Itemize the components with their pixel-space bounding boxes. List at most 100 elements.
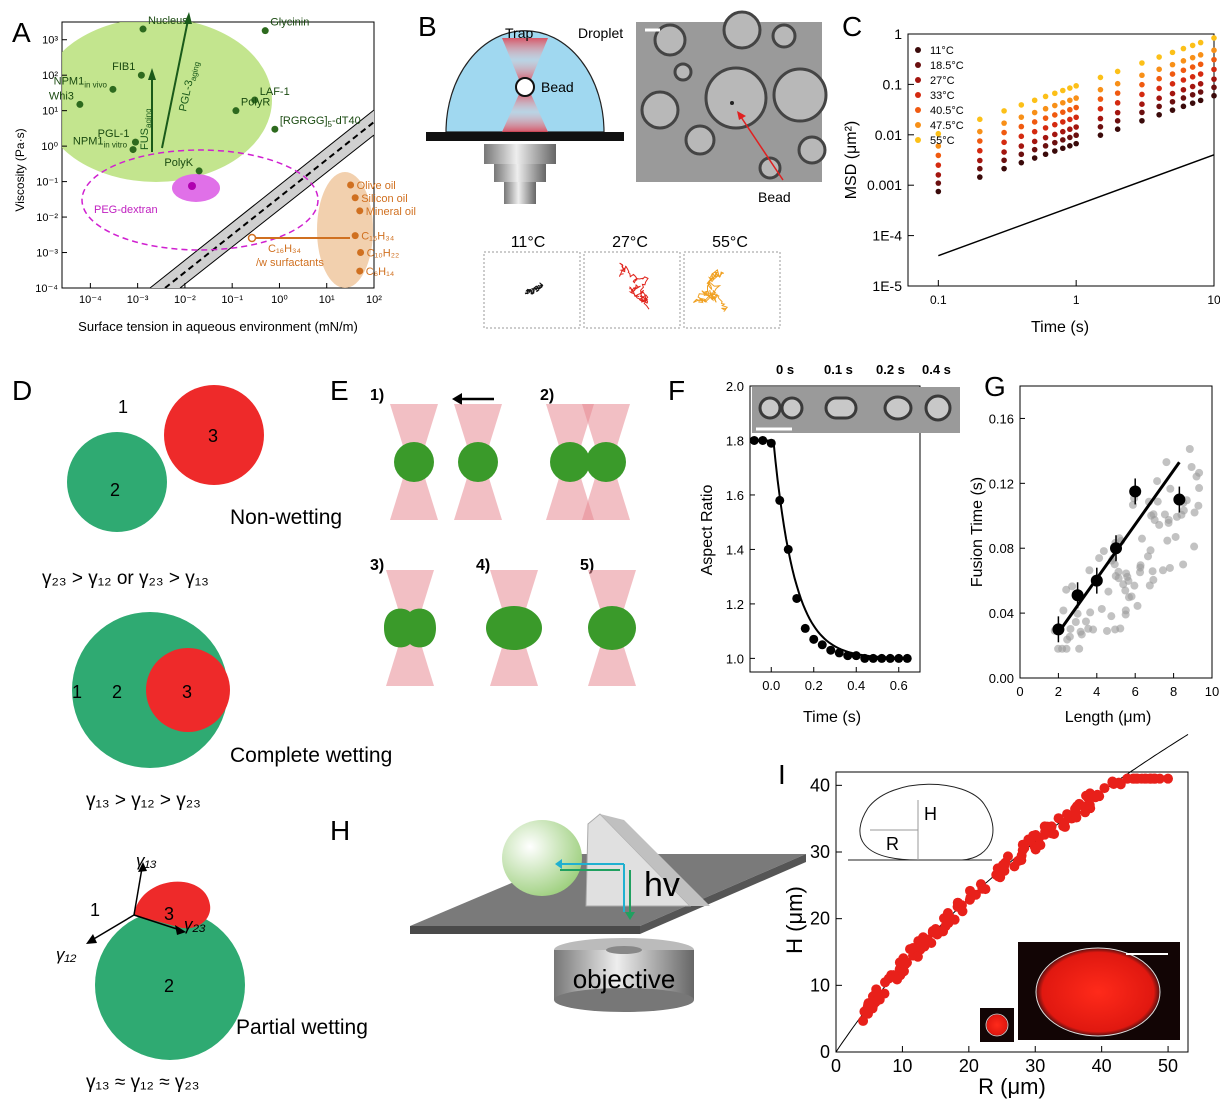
condensate-point xyxy=(76,100,84,108)
phase-3-label: 3 xyxy=(182,682,192,702)
phase-2-label: 2 xyxy=(110,480,120,500)
panel-i-ylabel: H (μm) xyxy=(782,886,807,954)
aspect-ratio-point xyxy=(894,653,904,663)
inset-h-label: H xyxy=(924,804,937,824)
a-ytick: 10³ xyxy=(42,35,58,47)
droplet-point xyxy=(1002,851,1013,862)
msd-point xyxy=(1197,80,1204,87)
condensate-label: PolyK xyxy=(164,157,193,169)
panel-f-chart: 0 s 0.1 s 0.2 s 0.4 s 0.0 0.2 0.4 0.6 1.0 1.2… xyxy=(699,362,960,726)
oil-label: C₁₀H₂₂ xyxy=(367,248,400,260)
msd-point xyxy=(1067,143,1073,149)
traj-label-27: 27°C xyxy=(612,234,648,251)
msd-point xyxy=(1031,146,1038,153)
fusion-point xyxy=(1076,627,1085,636)
oil-point xyxy=(351,232,359,240)
msd-point xyxy=(1052,139,1058,146)
phase-2-label: 2 xyxy=(164,976,174,996)
binned-point xyxy=(1110,542,1122,555)
fusion-point xyxy=(1121,586,1130,595)
msd-point xyxy=(1189,64,1196,70)
fusion-point xyxy=(1103,626,1112,635)
i-ytick: 20 xyxy=(810,909,830,929)
droplet-point xyxy=(872,994,883,1005)
msd-point xyxy=(1114,118,1121,124)
msd-point xyxy=(1060,109,1066,115)
msd-point xyxy=(1060,128,1066,135)
panel-a-xlabel: Surface tension in aqueous environment (… xyxy=(78,319,358,334)
g-ytick: 0.04 xyxy=(989,606,1014,621)
i-xtick: 50 xyxy=(1158,1056,1178,1076)
msd-point xyxy=(1169,90,1176,97)
bead-arrow-label: Bead xyxy=(758,189,791,205)
c-ytick: 1E-4 xyxy=(872,228,902,244)
msd-point xyxy=(1156,54,1162,60)
droplet-point xyxy=(922,934,933,945)
g-xtick: 2 xyxy=(1055,684,1062,699)
panel-label-h: H xyxy=(330,815,350,846)
condensate-label: Whi3 xyxy=(49,90,74,102)
droplet-point xyxy=(965,885,976,896)
condensate-label: NPM1in vivo xyxy=(54,75,108,89)
msd-point xyxy=(1114,68,1121,75)
a-ytick: 10⁻² xyxy=(36,212,58,224)
partial-wetting-label: Partial wetting xyxy=(236,1016,368,1039)
msd-point xyxy=(1031,155,1038,161)
g-xtick: 8 xyxy=(1170,684,1177,699)
condensate-point xyxy=(109,85,117,93)
eq-partial-wetting: γ₁₃ ≈ γ₁₂ ≈ γ₂₃ xyxy=(86,1072,200,1093)
condensate-label: LAF-1 xyxy=(260,86,290,98)
msd-point xyxy=(1031,119,1038,125)
msd-point xyxy=(935,152,942,159)
droplet-point xyxy=(1035,840,1046,851)
msd-point xyxy=(1042,115,1049,121)
complete-wetting-label: Complete wetting xyxy=(230,744,392,767)
a-xtick: 10¹ xyxy=(319,294,335,306)
msd-point xyxy=(935,162,942,168)
fusion-point xyxy=(1136,563,1145,572)
a-xtick: 10⁻³ xyxy=(127,294,149,306)
oil-point xyxy=(351,194,359,202)
condensate-point xyxy=(271,125,279,133)
droplet-point xyxy=(912,951,923,962)
legend-label: 18.5°C xyxy=(930,60,964,72)
non-wetting-label: Non-wetting xyxy=(230,506,342,529)
msd-point xyxy=(935,180,942,186)
msd-point xyxy=(1211,66,1217,73)
aspect-ratio-point xyxy=(843,651,853,661)
msd-point xyxy=(1114,126,1121,133)
droplet-point xyxy=(892,974,903,985)
msd-point xyxy=(1097,115,1104,122)
aspect-ratio-point xyxy=(877,653,887,663)
msd-point xyxy=(1052,121,1058,128)
c-ytick: 1E-5 xyxy=(872,278,902,294)
legend-marker xyxy=(915,47,921,53)
msd-point xyxy=(1197,89,1204,95)
msd-point xyxy=(1060,87,1066,94)
fusion-point xyxy=(1107,612,1116,621)
msd-point xyxy=(1189,42,1196,49)
a-ytick: 10⁻⁴ xyxy=(35,283,58,295)
msd-point xyxy=(1067,97,1073,104)
legend-marker xyxy=(915,77,921,83)
oil-point xyxy=(356,207,364,215)
fusion-point xyxy=(1071,618,1080,627)
g-ytick: 0.08 xyxy=(989,541,1014,556)
a-ytick: 10⁻³ xyxy=(36,248,58,260)
a-xtick: 10² xyxy=(366,294,382,306)
a-ytick: 10⁰ xyxy=(41,141,58,153)
phase-3-label: 3 xyxy=(164,904,174,924)
condensate-point xyxy=(232,107,240,115)
trajectory-27c xyxy=(618,262,650,310)
msd-point xyxy=(1156,85,1162,92)
peg-dextran-label: PEG-dextran xyxy=(94,204,158,216)
binned-point xyxy=(1173,493,1186,506)
c-ytick: 1 xyxy=(894,26,902,42)
condensate-point xyxy=(137,71,145,79)
msd-point xyxy=(1001,129,1007,136)
msd-point xyxy=(1067,116,1073,123)
fusion-point xyxy=(1058,644,1067,653)
legend-marker xyxy=(915,137,921,143)
g-xtick: 4 xyxy=(1093,684,1100,699)
msd-point xyxy=(1031,109,1038,116)
